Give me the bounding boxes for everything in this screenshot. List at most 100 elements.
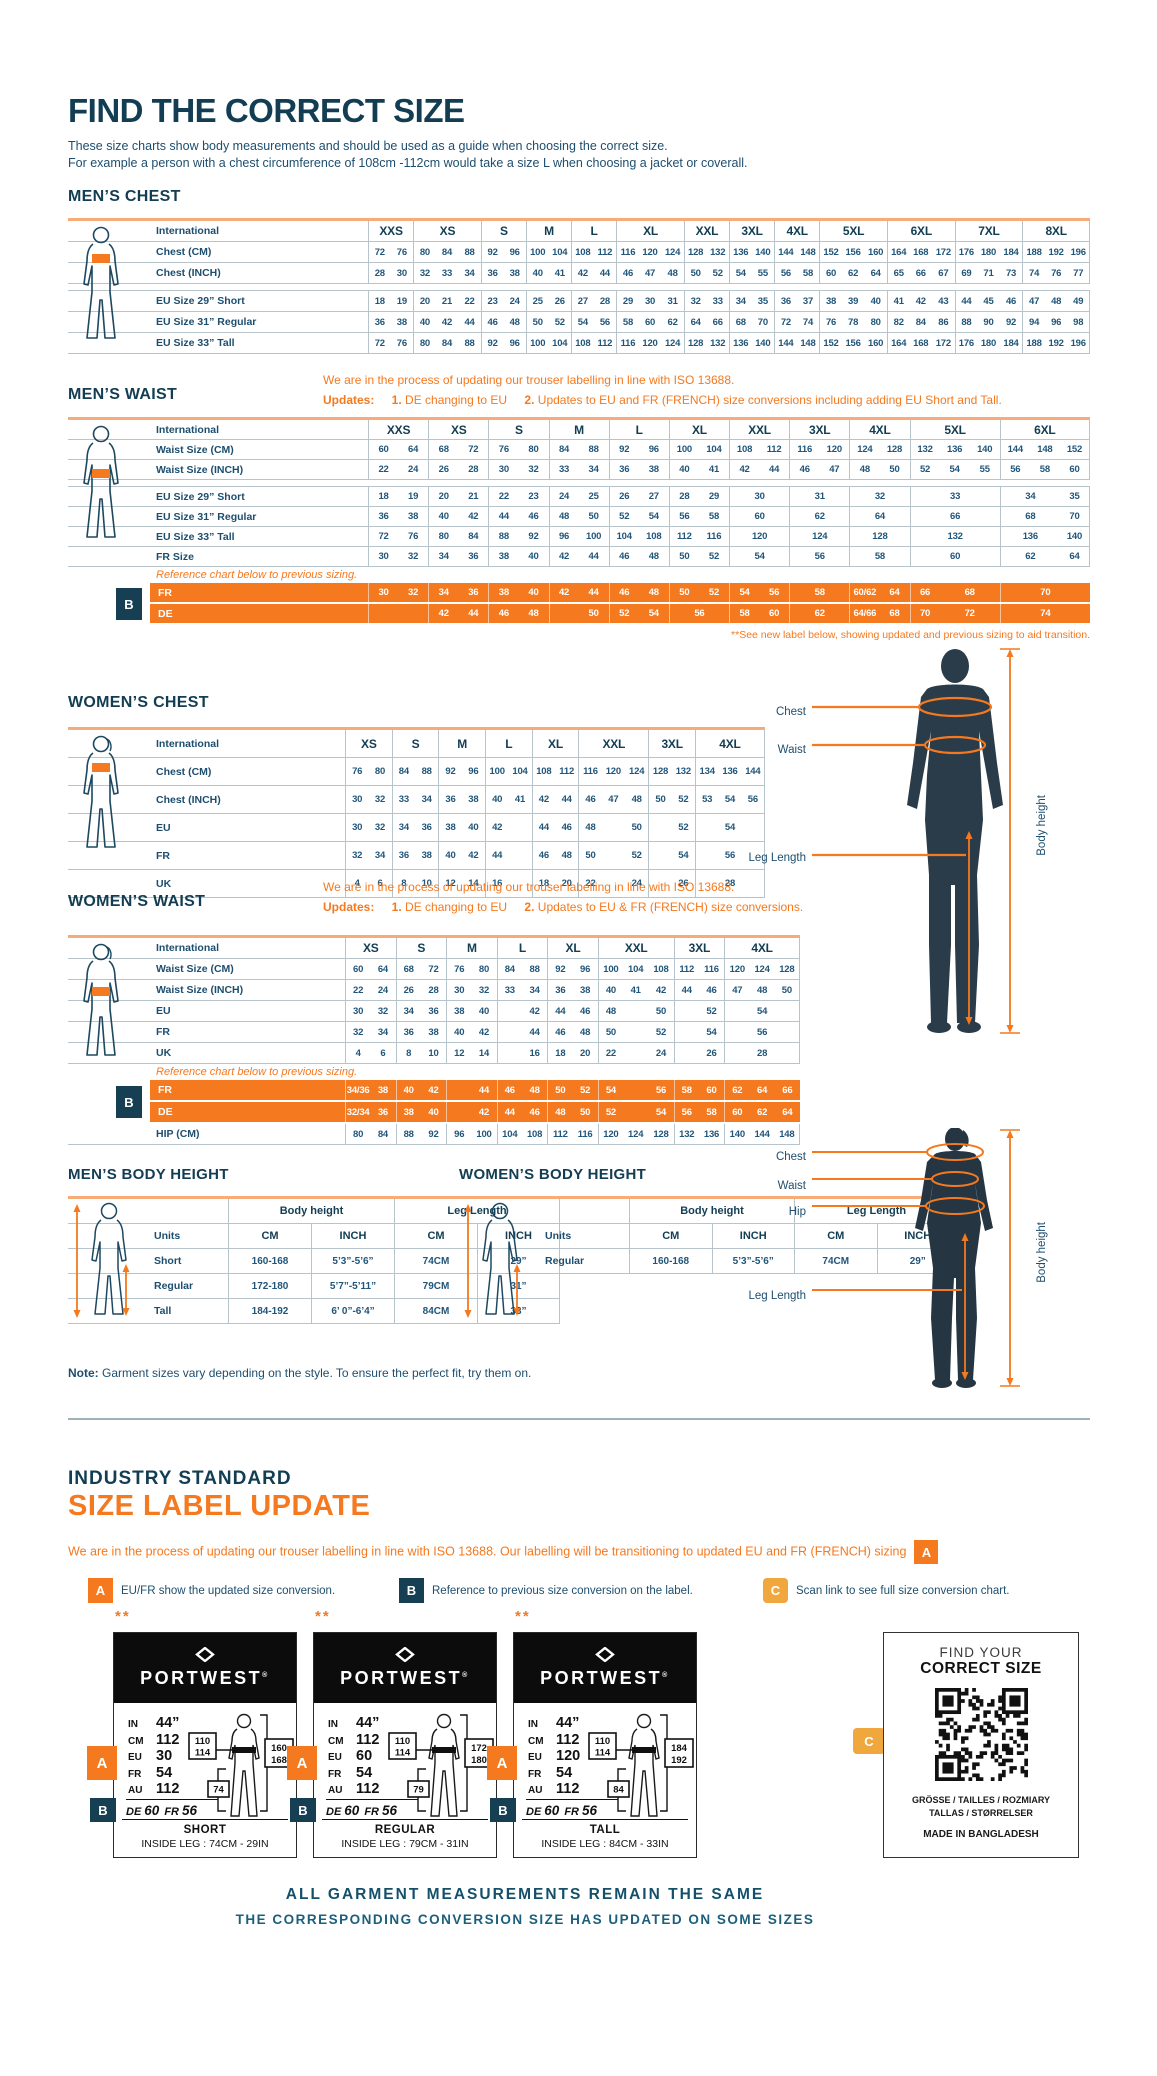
table-cell	[673, 1043, 699, 1063]
table-cell: 56	[742, 786, 765, 813]
table-cell: 38	[468, 794, 479, 805]
table-cell: 44	[529, 1026, 540, 1038]
table-cell: 41	[708, 464, 720, 475]
badge-b: B	[399, 1578, 424, 1603]
table-cell: 44	[769, 464, 780, 475]
table-cell: 104	[512, 766, 528, 777]
female-measurement-figure	[810, 1127, 1040, 1398]
size-group-header: M	[548, 420, 609, 439]
row-label: Waist Size (INCH)	[156, 463, 244, 476]
table-cell: 34	[428, 583, 458, 602]
measurement-value: 60	[356, 1748, 373, 1764]
fit-name: TALL	[589, 1824, 621, 1836]
table-cell: 46	[578, 786, 601, 813]
previous-sizing-row: DE 42 44 46 48 50 52 54 56 58 60 62 64/66 68 70 72 74	[150, 604, 1090, 625]
table-cell: 46	[480, 312, 504, 332]
page-title: FIND THE CORRECT SIZE	[68, 92, 465, 129]
table-cell: 42	[478, 1106, 490, 1118]
table-cell: 132	[909, 527, 1000, 546]
row-label: FR	[158, 586, 172, 599]
female-figure-icon	[78, 943, 124, 1066]
table-cell: 28	[724, 1043, 800, 1063]
table-cell: 74CM	[794, 1249, 877, 1273]
table-cell: 72	[774, 312, 797, 332]
qr-languages-line2: TALLAS / STØRRELSER	[929, 1808, 1033, 1818]
table-cell: 33	[496, 980, 522, 1000]
table-cell: 56	[695, 842, 765, 869]
table-cell: 30	[368, 583, 398, 602]
table-cell: 58	[616, 312, 639, 332]
table-cell: 30	[345, 786, 368, 813]
table-cell: 24	[655, 1047, 667, 1059]
measurement-label: FR	[328, 1768, 342, 1780]
table-cell: 60	[724, 1102, 749, 1122]
previous-size-row: DE 60 FR 56	[526, 1802, 602, 1820]
table-cell: 36	[368, 312, 391, 332]
previous-size-token: 56	[381, 1803, 398, 1818]
bh-data-row: Regular 172-180 5’7”-5’11” 79CM 31”	[68, 1274, 560, 1299]
table-cell: 144	[754, 1128, 770, 1140]
table-cell: 70	[909, 604, 940, 623]
body-height-icon	[463, 1202, 527, 1325]
table-cell: 96	[468, 766, 479, 777]
measurement-row: EU 30	[128, 1748, 172, 1764]
row-label: Chest (INCH)	[156, 793, 221, 806]
table-row: EU Size 29” Short 18 19 20 21 22 23 24 25 26 27 28 2…	[68, 291, 1090, 312]
table-cell: 48	[631, 794, 642, 805]
measurement-row: AU 112	[328, 1781, 379, 1797]
previous-size-token: 56	[581, 1803, 598, 1818]
measurement-value: 112	[356, 1731, 380, 1748]
size-label-card: PORTWEST® IN 44” CM 112 EU 60 FR 54 AU 112 DE 60 FR 56…	[313, 1632, 497, 1858]
table-cell	[623, 1022, 648, 1042]
table-row: Chest (INCH) 30 32 33 34 36 38 40 41 42 44 46 47 48 50…	[68, 786, 765, 814]
table-cell: 25	[588, 491, 599, 502]
table-cell: 6’ 0”-6’4”	[311, 1299, 394, 1323]
womens-body-height-table-heading: WOMEN’S BODY HEIGHT	[459, 1166, 647, 1183]
table-cell: 48	[529, 1084, 540, 1096]
table-cell: 80	[345, 1124, 370, 1144]
table-cell: 65	[886, 263, 910, 283]
table-cell: 40	[438, 842, 461, 869]
transition-stars: **	[115, 1608, 131, 1625]
table-cell: 48	[548, 507, 579, 526]
table-cell: 40	[428, 507, 458, 526]
measurement-label: FR	[128, 1768, 142, 1780]
table-cell: 192	[1048, 337, 1064, 349]
table-cell: 20	[413, 291, 436, 311]
table-cell: 40	[485, 786, 508, 813]
row-label: Chest (CM)	[156, 246, 212, 258]
update-paragraph: We are in the process of updating our tr…	[68, 1540, 1078, 1564]
size-group-header: L	[608, 420, 669, 439]
previous-size-token: FR	[164, 1806, 179, 1818]
size-group-header: XL	[531, 730, 579, 757]
previous-size-token: 60	[144, 1803, 160, 1818]
table-cell: 108	[571, 333, 594, 353]
garment-note: Note: Garment sizes vary depending on th…	[68, 1366, 531, 1380]
table-cell: 44	[485, 842, 508, 869]
table-cell: 30	[729, 487, 789, 506]
table-cell: 62	[667, 316, 678, 328]
table-cell: 46	[789, 460, 819, 479]
table-cell: 112	[547, 1124, 572, 1144]
table-cell: 62	[848, 267, 859, 279]
table-cell: 96	[648, 444, 659, 455]
measurement-row: IN 44”	[128, 1715, 179, 1731]
table-cell: 36	[480, 263, 504, 283]
size-group-header: XL	[547, 938, 598, 958]
table-cell: 44	[547, 1001, 572, 1021]
table-cell: 196	[1067, 242, 1090, 262]
table-cell: 96	[509, 246, 520, 258]
legend-text: Scan link to see full size conversion ch…	[796, 1584, 1010, 1597]
table-row: UK 4 6 8 10 12 14 16 18 20 22 24 26 28	[68, 870, 765, 898]
table-cell: 28	[428, 984, 439, 996]
table-cell: 80	[528, 444, 539, 455]
table-cell: 52	[655, 1026, 667, 1038]
table-cell: 184	[1003, 337, 1019, 349]
table-cell: 112	[597, 246, 613, 258]
table-cell: 36	[377, 1106, 388, 1118]
table-cell: 92	[547, 959, 572, 979]
previous-size-token: FR	[364, 1806, 379, 1818]
table-cell: 108	[653, 963, 669, 975]
previous-sizing-rows: B FR 34/36 38 40 42 44 46 48 50 52 54 56 58 60 62 64 66 DE…	[116, 1080, 800, 1124]
table-cell: 32	[408, 587, 419, 598]
